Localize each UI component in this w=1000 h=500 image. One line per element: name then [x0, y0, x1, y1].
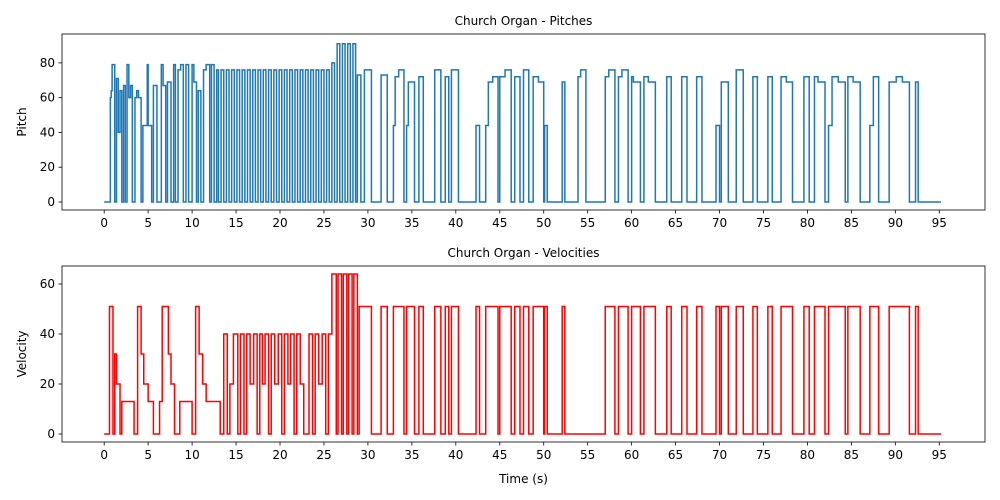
velocity-x-tick-label: 30: [360, 448, 375, 462]
velocity-x-tick-label: 55: [580, 448, 595, 462]
pitch-x-tick-label: 45: [492, 216, 507, 230]
pitch-x-tick-label: 60: [624, 216, 639, 230]
velocity-x-tick-label: 20: [272, 448, 287, 462]
pitch-x-tick-label: 25: [316, 216, 331, 230]
pitch-y-tick-label: 20: [40, 160, 55, 174]
pitch-x-tick-label: 95: [932, 216, 947, 230]
velocity-chart-title: Church Organ - Velocities: [448, 246, 600, 260]
pitch-x-tick-label: 20: [272, 216, 287, 230]
pitch-y-tick-label: 40: [40, 125, 55, 139]
pitch-x-tick-label: 50: [536, 216, 551, 230]
velocity-y-tick-label: 60: [40, 277, 55, 291]
pitch-x-tick-label: 40: [448, 216, 463, 230]
pitch-y-axis-label: Pitch: [15, 107, 29, 136]
velocity-y-tick-label: 20: [40, 377, 55, 391]
velocity-x-tick-label: 60: [624, 448, 639, 462]
velocity-x-tick-label: 80: [800, 448, 815, 462]
pitch-y-tick-label: 60: [40, 91, 55, 105]
time-x-axis-label: Time (s): [498, 472, 548, 486]
pitch-y-tick-label: 0: [47, 195, 55, 209]
velocity-axes-frame: [61, 265, 986, 443]
velocity-x-tick-label: 95: [932, 448, 947, 462]
pitch-plot-area: 0 5 10 15 20 25 30 35 40 45 50 55 60 65 70 75 80 85 90 95 0 2…: [40, 33, 986, 230]
velocity-x-tick-label: 15: [228, 448, 243, 462]
velocity-x-tick-label: 35: [404, 448, 419, 462]
velocity-subplot: Church Organ - Velocities Velocity Time …: [15, 246, 986, 486]
velocity-x-tick-label: 50: [536, 448, 551, 462]
pitch-x-tick-label: 90: [888, 216, 903, 230]
pitch-x-tick-label: 70: [712, 216, 727, 230]
velocity-x-tick-label: 70: [712, 448, 727, 462]
velocity-x-tick-label: 65: [668, 448, 683, 462]
velocity-y-tick-label: 0: [47, 427, 55, 441]
pitch-x-tick-label: 5: [144, 216, 152, 230]
velocity-y-tick-label: 40: [40, 327, 55, 341]
pitch-x-tick-label: 30: [360, 216, 375, 230]
velocity-x-tick-label: 75: [756, 448, 771, 462]
velocity-y-axis-label: Velocity: [15, 330, 29, 377]
pitch-x-tick-label: 15: [228, 216, 243, 230]
velocity-x-tick-label: 90: [888, 448, 903, 462]
pitch-series-line: [104, 42, 942, 203]
velocity-series-line: [104, 273, 942, 435]
velocity-x-tick-label: 0: [100, 448, 108, 462]
pitch-chart-title: Church Organ - Pitches: [455, 14, 593, 28]
velocity-x-tick-label: 45: [492, 448, 507, 462]
velocity-x-tick-label: 85: [844, 448, 859, 462]
velocity-plot-area: 0 5 10 15 20 25 30 35 40 45 50 55 60 65 70 75 80 85 90 95 0 2…: [40, 265, 986, 462]
velocity-x-tick-label: 25: [316, 448, 331, 462]
pitch-x-tick-label: 35: [404, 216, 419, 230]
velocity-x-tick-label: 10: [184, 448, 199, 462]
pitch-x-tick-label: 65: [668, 216, 683, 230]
pitch-y-tick-label: 80: [40, 56, 55, 70]
velocity-x-tick-label: 5: [144, 448, 152, 462]
pitch-x-tick-label: 85: [844, 216, 859, 230]
velocity-x-tick-label: 40: [448, 448, 463, 462]
pitch-x-tick-label: 80: [800, 216, 815, 230]
pitch-x-tick-label: 0: [100, 216, 108, 230]
pitch-axes-frame: [61, 33, 986, 211]
pitch-subplot: Church Organ - Pitches Pitch 0 5 10 15 20 25 3…: [15, 14, 986, 230]
pitch-x-tick-label: 55: [580, 216, 595, 230]
pitch-x-tick-label: 10: [184, 216, 199, 230]
pitch-x-tick-label: 75: [756, 216, 771, 230]
